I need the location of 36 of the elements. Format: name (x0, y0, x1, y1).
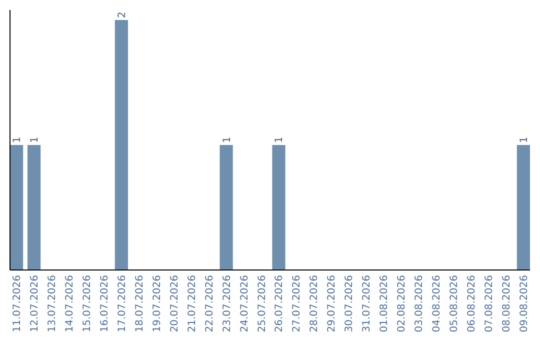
x-tick-label: 30.07.2026 (344, 275, 356, 332)
data-label: 1 (518, 136, 530, 143)
x-tick-label: 21.07.2026 (186, 275, 198, 332)
x-tick-label: 22.07.2026 (204, 275, 216, 332)
x-tick-label: 25.07.2026 (256, 275, 268, 332)
data-label: 1 (30, 136, 41, 143)
x-tick-label: 05.08.2026 (449, 275, 460, 332)
x-tick-label: 27.07.2026 (292, 275, 303, 332)
data-label: 2 (116, 12, 128, 18)
x-tick-label: 29.07.2026 (326, 275, 338, 332)
x-tick-label: 24.07.2026 (239, 275, 250, 332)
x-tick-label: 01.08.2026 (379, 275, 390, 332)
x-tick-label: 08.08.2026 (501, 275, 512, 332)
x-tick-label: 11.07.2026 (12, 275, 24, 332)
x-tick-label: 04.08.2026 (432, 275, 443, 332)
x-tick-label: 12.07.2026 (30, 275, 41, 332)
x-tick-label: 31.07.2026 (362, 275, 373, 332)
x-tick-label: 17.07.2026 (116, 275, 128, 332)
x-tick-label: 06.08.2026 (466, 275, 478, 332)
data-label: 1 (274, 136, 286, 143)
x-tick-label: 15.07.2026 (82, 275, 93, 332)
x-tick-label: 26.07.2026 (274, 275, 286, 332)
data-label: 1 (12, 136, 24, 143)
x-tick-label: 03.08.2026 (414, 275, 426, 332)
x-tick-label: 20.07.2026 (169, 275, 180, 332)
data-label: 1 (222, 136, 233, 143)
x-tick-label: 18.07.2026 (134, 275, 146, 332)
x-tick-label: 23.07.2026 (222, 275, 233, 332)
x-tick-label: 28.07.2026 (309, 275, 320, 332)
x-tick-label: 02.08.2026 (396, 275, 408, 332)
x-tick-label: 09.08.2026 (518, 275, 530, 332)
x-tick-label: 14.07.2026 (64, 275, 76, 332)
x-tick-label: 13.07.2026 (47, 275, 58, 332)
x-tick-label: 19.07.2026 (152, 275, 163, 332)
x-tick-label: 07.08.2026 (484, 275, 495, 332)
x-tick-label: 16.07.2026 (99, 275, 110, 332)
